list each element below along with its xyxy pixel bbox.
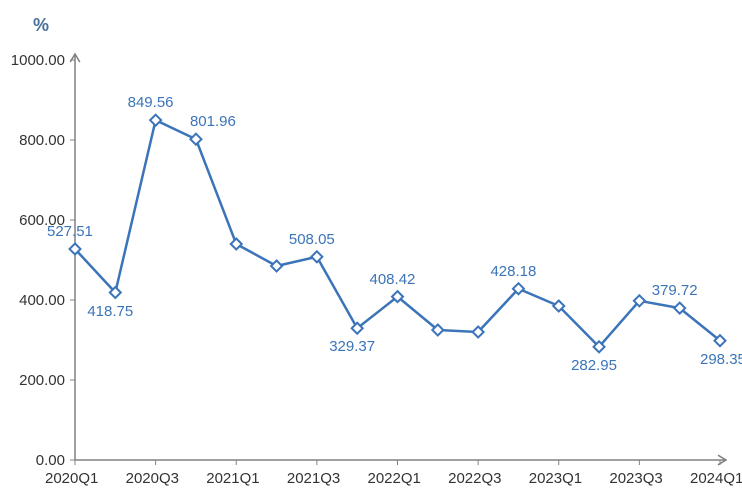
data-label: 408.42	[370, 271, 416, 288]
x-tick-label: 2023Q1	[529, 470, 582, 487]
y-tick-label: 400.00	[19, 292, 65, 309]
x-tick-label: 2022Q3	[448, 470, 501, 487]
x-tick-label: 2022Q1	[368, 470, 421, 487]
x-tick-label: 2020Q1	[45, 470, 98, 487]
data-label: 508.05	[289, 231, 335, 248]
data-label: 298.35	[700, 351, 742, 368]
y-tick-label: 200.00	[19, 372, 65, 389]
data-label: 527.51	[47, 223, 93, 240]
x-tick-label: 2021Q1	[206, 470, 259, 487]
chart-svg	[0, 0, 742, 503]
data-label: 428.18	[490, 263, 536, 280]
data-label: 849.56	[128, 94, 174, 111]
data-label: 801.96	[190, 113, 236, 130]
data-label: 379.72	[652, 282, 698, 299]
y-tick-label: 1000.00	[11, 52, 65, 69]
data-label: 329.37	[329, 338, 375, 355]
y-tick-label: 0.00	[36, 452, 65, 469]
x-tick-label: 2020Q3	[126, 470, 179, 487]
y-axis-title: %	[33, 15, 49, 36]
x-tick-label: 2024Q1	[690, 470, 742, 487]
y-tick-label: 800.00	[19, 132, 65, 149]
line-chart: % 0.00200.00400.00600.00800.001000.00202…	[0, 0, 742, 503]
x-tick-label: 2021Q3	[287, 470, 340, 487]
data-label: 418.75	[87, 303, 133, 320]
x-tick-label: 2023Q3	[609, 470, 662, 487]
data-label: 282.95	[571, 357, 617, 374]
